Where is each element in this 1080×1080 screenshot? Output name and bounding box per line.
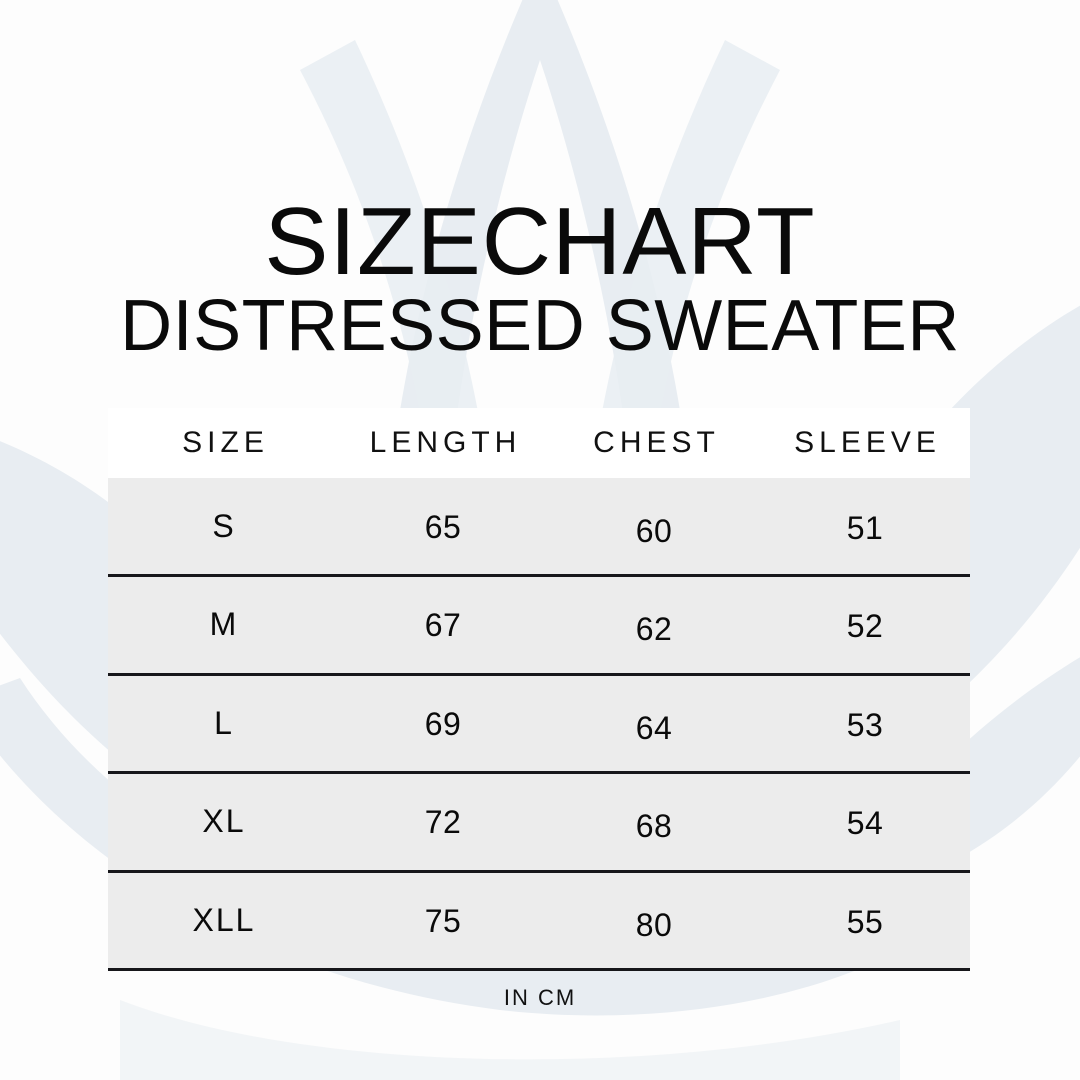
column-header-length: LENGTH (369, 426, 522, 459)
cell-size: XLL (192, 902, 256, 939)
page-title: SIZECHART (264, 188, 816, 295)
column-header-size: SIZE (182, 426, 269, 459)
cell-chest: 64 (635, 709, 673, 746)
cell-sleeve: 54 (846, 805, 884, 842)
column-header-chest: CHEST (593, 426, 720, 459)
cell-chest: 60 (635, 512, 673, 549)
cell-length: 75 (424, 903, 462, 940)
cell-sleeve: 55 (846, 904, 884, 941)
table-row: L 69 64 53 (108, 675, 970, 775)
title-block: SIZECHART DISTRESSED SWEATER (0, 188, 1080, 367)
table-row: XL 72 68 54 (108, 774, 970, 873)
cell-size: S (212, 507, 236, 544)
size-table: SIZE LENGTH CHEST SLEEVE S 65 60 51 M 67… (108, 408, 970, 972)
table-row: S 65 60 51 (108, 478, 970, 577)
cell-chest: 68 (635, 808, 673, 845)
cell-length: 65 (424, 508, 462, 545)
table-row: M 67 62 52 (108, 577, 970, 676)
cell-chest: 62 (635, 611, 673, 648)
table-header-row: SIZE LENGTH CHEST SLEEVE (108, 408, 970, 478)
cell-length: 72 (424, 804, 462, 841)
unit-note: IN CM (503, 985, 577, 1010)
page-subtitle: DISTRESSED SWEATER (120, 286, 960, 367)
cell-size: XL (202, 803, 246, 840)
cell-sleeve: 53 (846, 706, 884, 743)
cell-length: 67 (424, 607, 462, 644)
cell-length: 69 (424, 705, 462, 742)
cell-chest: 80 (635, 907, 673, 944)
column-header-sleeve: SLEEVE (794, 426, 941, 459)
table-row: XLL 75 80 55 (108, 872, 970, 972)
cell-sleeve: 52 (846, 608, 884, 645)
cell-sleeve: 51 (846, 509, 884, 546)
cell-size: L (214, 704, 234, 741)
cell-size: M (209, 606, 239, 643)
